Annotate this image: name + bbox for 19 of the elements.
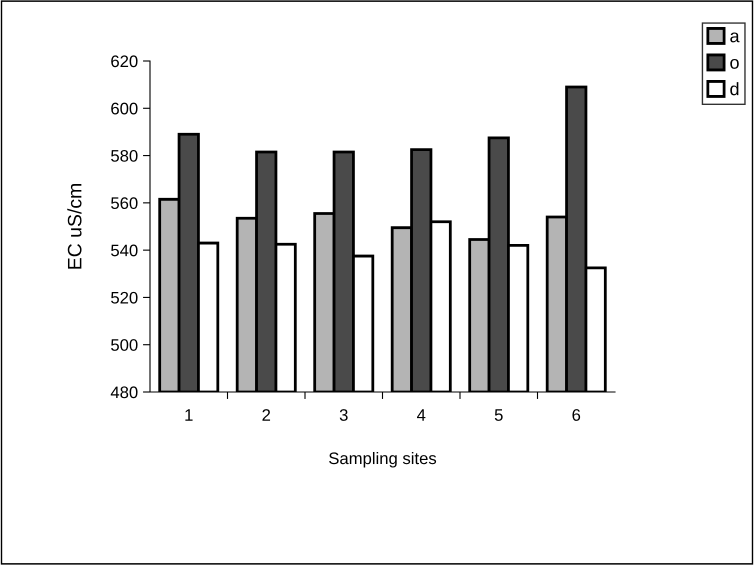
x-tick-label: 1 [185, 409, 193, 421]
y-tick-label: 560 [111, 197, 138, 210]
x-tick-label: 3 [340, 409, 348, 421]
y-tick-label: 600 [111, 102, 138, 114]
x-tick-label: 2 [262, 409, 270, 421]
y-tick-label: 580 [111, 150, 138, 162]
x-tick-label: 6 [572, 409, 580, 421]
x-axis-title: Sampling sites [329, 452, 436, 468]
y-tick-label: 500 [111, 339, 138, 351]
legend-label: a [730, 32, 740, 42]
y-axis-title: EC uS/cm [67, 184, 82, 269]
legend-label: d [730, 82, 738, 96]
y-tick-label: 540 [111, 244, 138, 256]
y-tick-label: 480 [110, 386, 138, 398]
legend-label: o [730, 58, 739, 69]
y-tick-label: 520 [111, 292, 138, 304]
x-tick-label: 5 [494, 409, 503, 421]
x-tick-label: 4 [417, 409, 426, 421]
y-tick-label: 620 [111, 55, 138, 68]
